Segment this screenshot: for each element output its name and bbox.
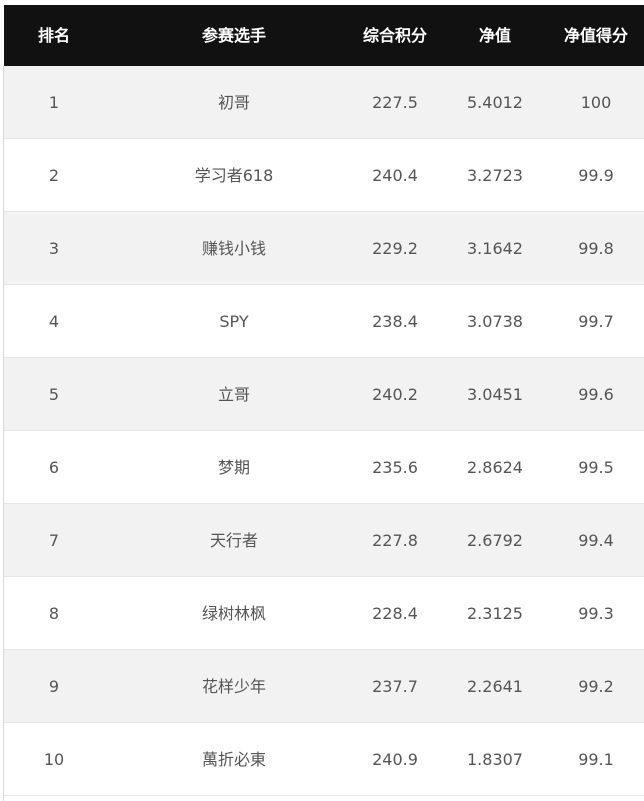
composite-score-cell: 227.8	[372, 531, 418, 550]
player-cell: 梦期	[217, 458, 250, 477]
rank-cell: 5	[48, 385, 60, 404]
net-value-cell: 1.8307	[467, 750, 523, 769]
net-value-cell: 5.4012	[467, 93, 523, 112]
player-cell: 学习者618	[194, 166, 274, 185]
composite-score-cell: 235.6	[372, 458, 418, 477]
composite-score-cell: 240.9	[372, 750, 418, 769]
net-value-cell: 3.1642	[467, 239, 523, 258]
table-row: 10 萬折必東 240.9 1.8307 99.1	[4, 723, 644, 796]
header-net-value: 净值	[478, 26, 511, 45]
net-value-score-cell: 99.4	[578, 531, 614, 550]
net-value-cell: 3.0451	[467, 385, 523, 404]
ranking-table-body: 1 初哥 227.5 5.4012 100 2 学习者618 240.4 3.2…	[4, 66, 644, 796]
table-row: 3 赚钱小钱 229.2 3.1642 99.8	[4, 212, 644, 285]
net-value-cell: 3.2723	[467, 166, 523, 185]
net-value-score-cell: 99.6	[578, 385, 614, 404]
composite-score-cell: 227.5	[372, 93, 418, 112]
table-row: 2 学习者618 240.4 3.2723 99.9	[4, 139, 644, 212]
player-cell: 天行者	[209, 531, 258, 550]
player-cell: SPY	[219, 312, 249, 331]
player-cell: 花样少年	[201, 677, 266, 696]
table-header: 排名 参赛选手 综合积分 净值 净值得分	[4, 5, 644, 70]
composite-score-cell: 238.4	[372, 312, 418, 331]
header-rank: 排名	[37, 26, 70, 45]
rank-cell: 3	[48, 239, 60, 258]
header-composite-score: 综合积分	[362, 26, 427, 45]
net-value-score-cell: 99.3	[578, 604, 614, 623]
rank-cell: 4	[48, 312, 60, 331]
net-value-cell: 2.6792	[467, 531, 523, 550]
rank-cell: 2	[48, 166, 60, 185]
composite-score-cell: 237.7	[372, 677, 418, 696]
net-value-score-cell: 99.1	[578, 750, 614, 769]
net-value-score-cell: 99.2	[578, 677, 614, 696]
table-row: 7 天行者 227.8 2.6792 99.4	[4, 504, 644, 577]
table-row: 1 初哥 227.5 5.4012 100	[4, 66, 644, 139]
net-value-cell: 2.3125	[467, 604, 523, 623]
player-cell: 初哥	[217, 93, 250, 112]
player-cell: 萬折必東	[201, 750, 266, 769]
rank-cell: 1	[48, 93, 60, 112]
rank-cell: 10	[43, 750, 65, 769]
table-left-border	[3, 66, 4, 801]
rank-cell: 6	[48, 458, 60, 477]
player-cell: 立哥	[217, 385, 250, 404]
table-row: 8 绿树林枫 228.4 2.3125 99.3	[4, 577, 644, 650]
table-row: 4 SPY 238.4 3.0738 99.7	[4, 285, 644, 358]
composite-score-cell: 240.2	[372, 385, 418, 404]
net-value-cell: 2.2641	[467, 677, 523, 696]
player-cell: 绿树林枫	[201, 604, 266, 623]
header-player: 参赛选手	[201, 26, 266, 45]
net-value-score-cell: 99.7	[578, 312, 614, 331]
table-row: 5 立哥 240.2 3.0451 99.6	[4, 358, 644, 431]
rank-cell: 8	[48, 604, 60, 623]
header-net-value-score: 净值得分	[563, 26, 628, 45]
rank-cell: 9	[48, 677, 60, 696]
net-value-score-cell: 99.9	[578, 166, 614, 185]
rank-cell: 7	[48, 531, 60, 550]
player-cell: 赚钱小钱	[201, 239, 266, 258]
net-value-cell: 2.8624	[467, 458, 523, 477]
table-row: 6 梦期 235.6 2.8624 99.5	[4, 431, 644, 504]
net-value-score-cell: 99.5	[578, 458, 614, 477]
table-row: 9 花样少年 237.7 2.2641 99.2	[4, 650, 644, 723]
net-value-cell: 3.0738	[467, 312, 523, 331]
net-value-score-cell: 100	[580, 93, 612, 112]
net-value-score-cell: 99.8	[578, 239, 614, 258]
composite-score-cell: 228.4	[372, 604, 418, 623]
composite-score-cell: 229.2	[372, 239, 418, 258]
composite-score-cell: 240.4	[372, 166, 418, 185]
